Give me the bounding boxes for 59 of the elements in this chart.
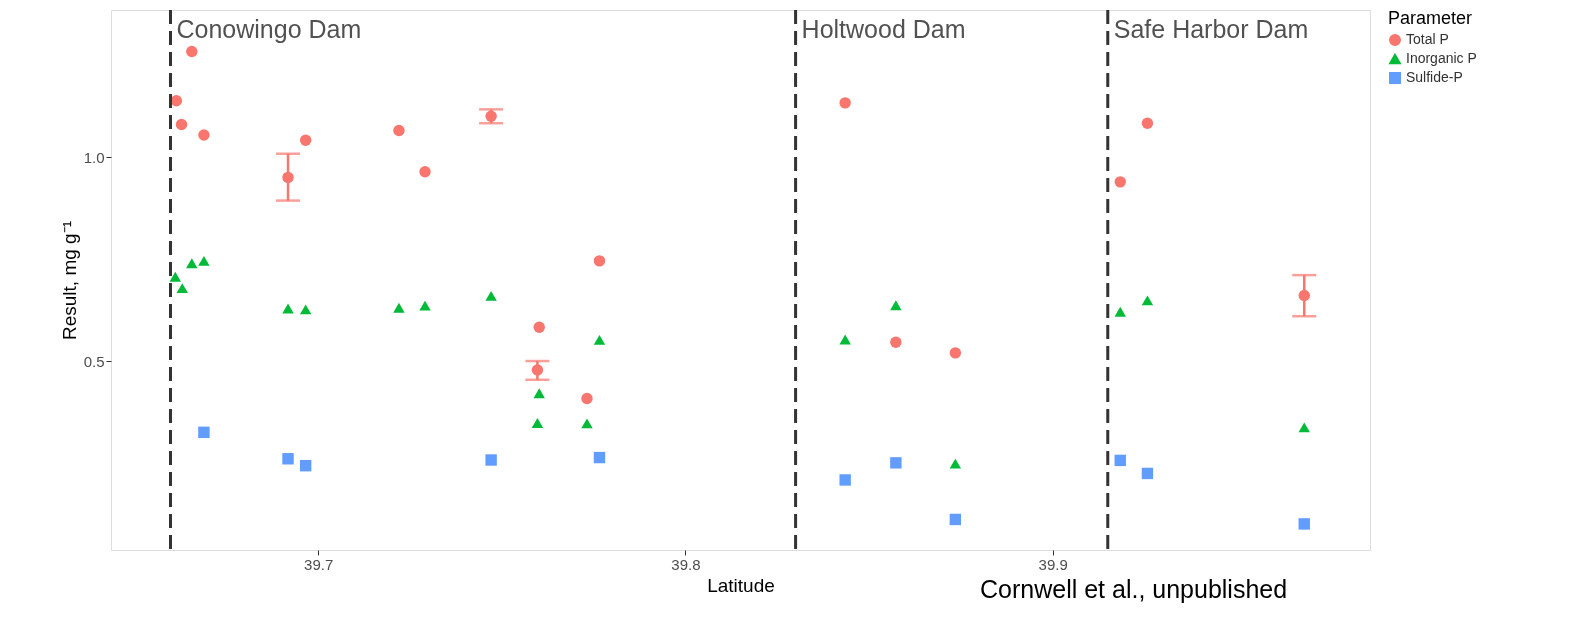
point (186, 258, 198, 269)
point (299, 304, 312, 315)
point (890, 457, 902, 469)
legend-title: Parameter (1388, 8, 1473, 28)
point (1141, 295, 1154, 306)
point (531, 418, 544, 428)
x-tick-label: 39.9 (1038, 555, 1068, 573)
point (1114, 306, 1126, 317)
ref-line-label: Conowingo Dam (176, 15, 362, 43)
y-tick-label: 0.5 (83, 352, 105, 370)
point (186, 45, 198, 58)
y-axis-title: Result, mg g⁻¹ (58, 221, 80, 340)
point (176, 283, 188, 294)
point (593, 451, 606, 464)
point (485, 454, 497, 466)
point (1114, 176, 1126, 188)
point (533, 321, 545, 333)
x-axis-title: Latitude (707, 574, 775, 596)
point (533, 388, 545, 399)
point (299, 134, 312, 147)
point (581, 418, 593, 429)
point (393, 124, 405, 137)
point (198, 426, 210, 439)
text: Cornwell et al., unpublished (980, 575, 1288, 603)
ref-line-label: Holtwood Dam (801, 15, 966, 43)
point (890, 336, 902, 348)
x-tick-label: 39.8 (671, 555, 701, 573)
point (1141, 117, 1154, 129)
point (393, 302, 405, 313)
point (1114, 454, 1126, 467)
point (419, 165, 431, 178)
point (299, 460, 312, 472)
point (949, 513, 962, 526)
point (839, 97, 851, 109)
point (839, 334, 851, 345)
point (1298, 518, 1310, 530)
point (1298, 422, 1310, 433)
point (949, 458, 962, 469)
y-tick-label: 1.0 (83, 148, 105, 166)
ref-line-label: Safe Harbor Dam (1113, 15, 1309, 43)
point (175, 118, 188, 131)
point (198, 255, 210, 266)
point (169, 271, 181, 282)
point (485, 290, 497, 301)
point (581, 392, 593, 405)
point (198, 129, 210, 141)
legend-label: Total P (1406, 31, 1449, 47)
legend-label: Inorganic P (1406, 50, 1477, 66)
legend-label: Sulfide-P (1406, 69, 1463, 85)
x-tick-label: 39.7 (304, 555, 334, 573)
point (1141, 467, 1154, 480)
point (839, 474, 851, 486)
point (282, 453, 294, 465)
point (890, 300, 902, 311)
point (949, 347, 962, 359)
point (282, 303, 294, 314)
point (593, 334, 606, 345)
point (419, 300, 431, 311)
point (593, 255, 606, 267)
